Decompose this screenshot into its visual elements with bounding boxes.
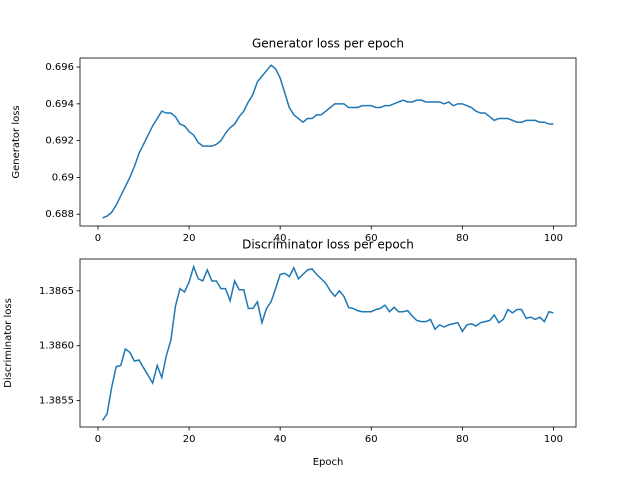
x-tick-label: 100 [544, 233, 563, 244]
y-tick-label: 0.696 [45, 62, 74, 73]
loss-line [102, 64, 554, 219]
y-tick-label: 0.69 [52, 172, 74, 183]
x-tick-label: 60 [365, 434, 378, 445]
x-tick-label: 80 [456, 434, 469, 445]
y-tick-label: 1.3855 [39, 396, 74, 407]
x-tick-label: 40 [274, 233, 287, 244]
y-axis-label: Generator loss [11, 105, 22, 178]
axes-frame [79, 57, 577, 227]
x-tick-label: 0 [95, 434, 101, 445]
x-tick-label: 80 [456, 233, 469, 244]
x-axis-label: Epoch [313, 457, 344, 468]
x-tick-label: 20 [183, 233, 196, 244]
chart-title: Discriminator loss per epoch [242, 238, 414, 252]
axes-frame [79, 258, 577, 428]
y-axis-label: Discriminator loss [3, 298, 14, 388]
x-tick-label: 40 [274, 434, 287, 445]
x-tick-label: 20 [183, 434, 196, 445]
x-tick-label: 60 [365, 233, 378, 244]
x-tick-label: 0 [95, 233, 101, 244]
y-tick-label: 1.3860 [39, 341, 74, 352]
loss-line [101, 264, 554, 421]
y-tick-label: 0.694 [45, 99, 74, 110]
y-tick-label: 0.692 [45, 136, 74, 147]
y-tick-label: 0.688 [45, 209, 74, 220]
y-tick-label: 1.3865 [39, 286, 74, 297]
x-tick-label: 100 [544, 434, 563, 445]
chart-title: Generator loss per epoch [252, 37, 404, 51]
